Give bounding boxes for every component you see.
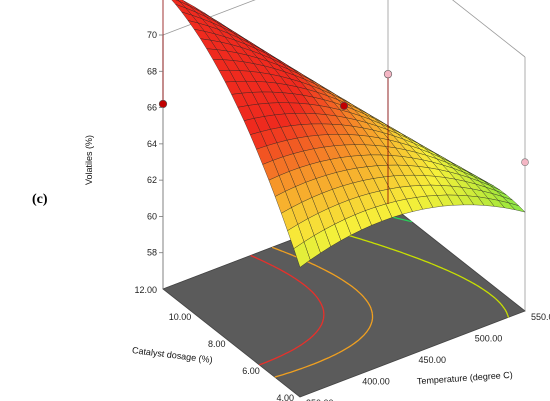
response-surface	[171, 0, 526, 268]
z-tick-label-6: 70	[147, 30, 157, 40]
z-tick-label-4: 66	[147, 103, 157, 113]
z-tick-label-1: 60	[147, 211, 157, 221]
contour-line-3	[250, 254, 325, 366]
y-tick-label-4: 12.00	[134, 285, 157, 295]
y-tick-label-2: 8.00	[208, 339, 226, 349]
y-axis-title: Catalyst dosage (%)	[132, 345, 214, 365]
design-point-0	[158, 99, 168, 109]
box-edge-4	[452, 0, 526, 58]
panel-label: (c)	[32, 192, 48, 207]
x-tick-label-2: 450.00	[419, 355, 447, 365]
surface-cell	[293, 241, 311, 268]
z-tick-label-3: 64	[147, 139, 157, 149]
x-axis-title: Temperature (degree C)	[417, 370, 514, 387]
x-tick-label-4: 550.00	[531, 312, 550, 322]
z-tick-label-0: 58	[147, 248, 157, 258]
z-axis-title: Volatiles (%)	[84, 135, 94, 185]
z-tick-label-2: 62	[147, 175, 157, 185]
design-point-4	[339, 101, 349, 110]
y-tick-label-3: 10.00	[169, 312, 192, 322]
contour-line-2	[271, 246, 374, 378]
x-tick-label-1: 400.00	[362, 377, 390, 387]
x-tick-label-0: 350.00	[306, 398, 334, 401]
y-tick-label-0: 4.00	[276, 393, 294, 401]
z-tick-label-5: 68	[147, 66, 157, 76]
design-point-1	[383, 70, 393, 79]
design-point-3	[521, 158, 529, 167]
x-tick-label-3: 500.00	[475, 334, 503, 344]
y-tick-label-1: 6.00	[242, 366, 260, 376]
